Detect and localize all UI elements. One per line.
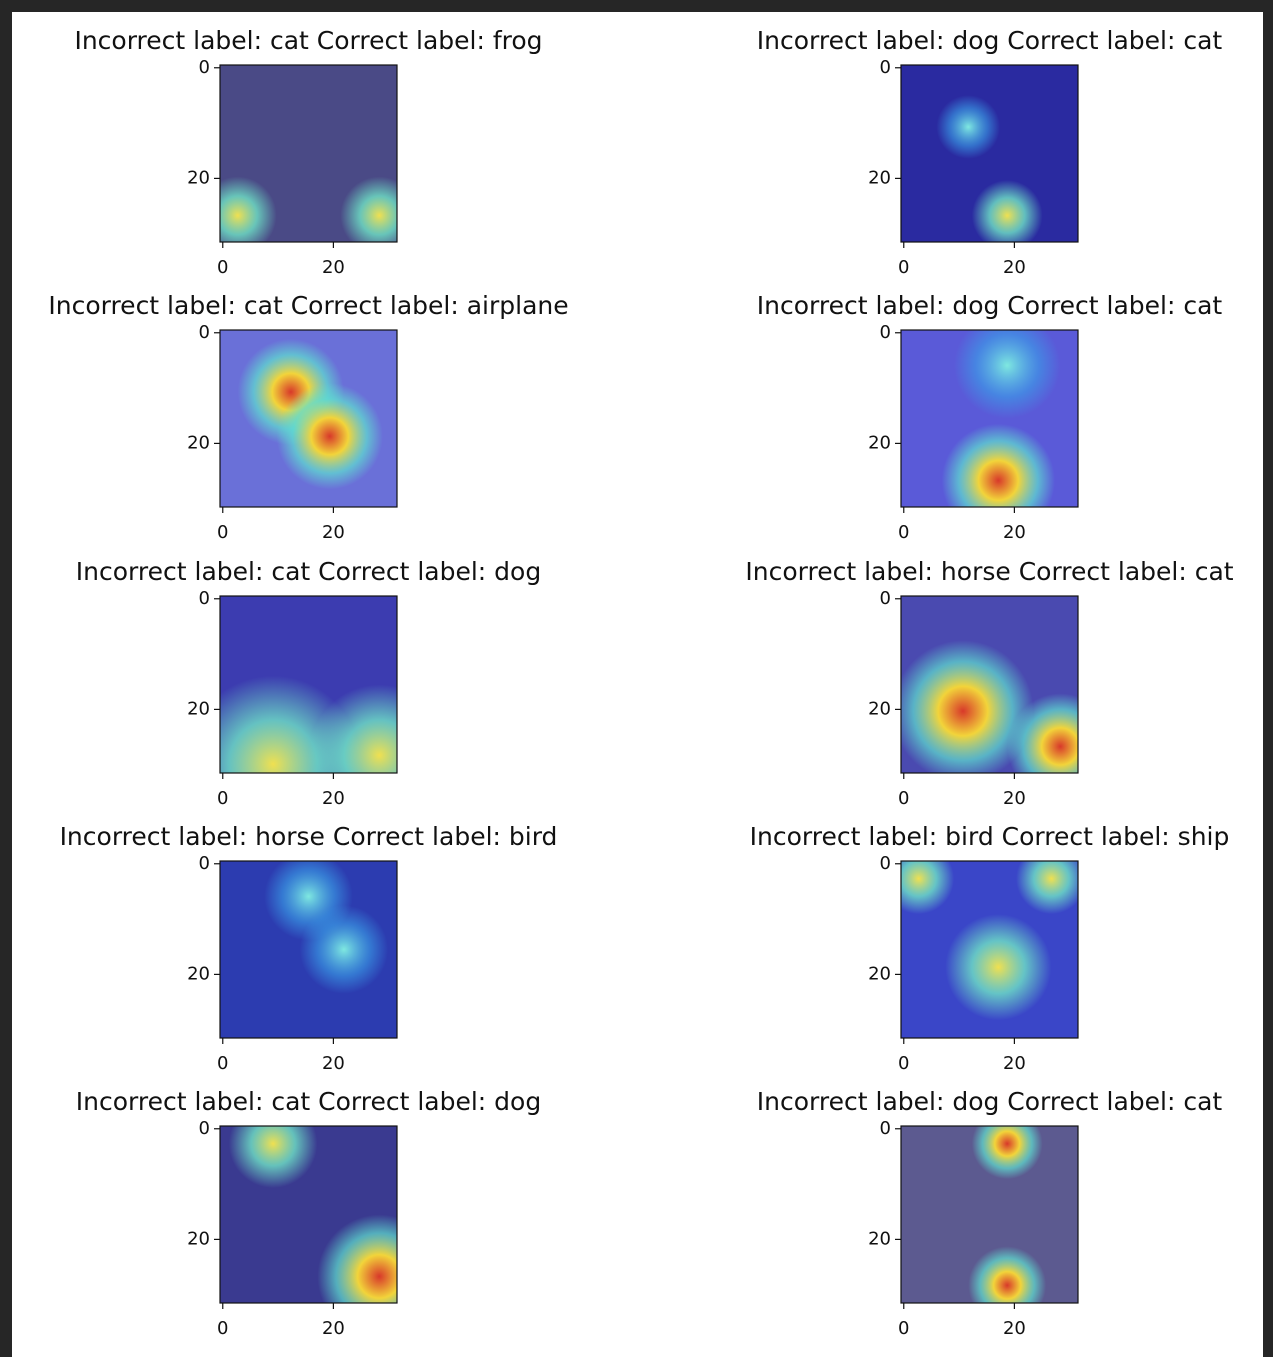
y-tick-label: 0 [199,588,210,609]
heat-blob [968,1246,1047,1303]
y-tick-label: 20 [187,1228,210,1249]
panel-title: Incorrect label: cat Correct label: airp… [48,291,568,320]
heat-blob [901,861,955,915]
x-tick-label: 20 [1003,1318,1026,1339]
panel-title: Incorrect label: dog Correct label: cat [757,26,1223,55]
y-tick-label: 20 [187,963,210,984]
image-frame [900,595,1079,774]
heat-blob [901,640,1034,773]
heat-blob [340,176,397,242]
y-tick-label: 20 [868,698,891,719]
image-frame [219,595,398,774]
heatmap-image [220,596,397,773]
heatmap-image [220,330,397,507]
image-frame [219,860,398,1039]
heatmap-image [901,596,1078,773]
heat-blob [228,1126,318,1188]
x-tick-label: 0 [898,257,909,278]
heatmap-image [901,861,1078,1038]
x-tick-label: 20 [1003,788,1026,809]
image-frame [219,64,398,243]
heat-blob [299,905,389,994]
panel-title: Incorrect label: horse Correct label: bi… [60,822,558,851]
x-tick-label: 0 [217,522,228,543]
x-tick-label: 20 [322,257,345,278]
x-tick-label: 20 [1003,1053,1026,1074]
image-frame [219,329,398,508]
image-frame [900,329,1079,508]
heat-blob [954,330,1061,419]
y-tick-label: 0 [880,1118,891,1139]
x-tick-label: 0 [217,257,228,278]
heat-blob [971,180,1043,242]
y-tick-label: 20 [187,167,210,188]
y-tick-label: 20 [868,167,891,188]
image-frame [900,64,1079,243]
x-tick-label: 0 [898,522,909,543]
x-tick-label: 0 [217,1318,228,1339]
heat-blob [971,1126,1043,1180]
x-tick-label: 20 [322,1318,345,1339]
y-tick-label: 0 [880,853,891,874]
y-tick-label: 20 [868,432,891,453]
y-tick-label: 0 [199,57,210,78]
heat-blob [317,1214,397,1303]
heat-blob [276,383,383,490]
heat-blob [941,423,1055,507]
heat-blob [220,176,277,242]
image-frame [900,1125,1079,1304]
x-tick-label: 0 [898,1318,909,1339]
heatmap-image [220,861,397,1038]
heat-blob [945,914,1052,1021]
panel-title: Incorrect label: dog Correct label: cat [757,1087,1223,1116]
x-tick-label: 20 [322,522,345,543]
heat-blob [1007,693,1078,773]
y-tick-label: 20 [187,698,210,719]
x-tick-label: 20 [322,1053,345,1074]
y-tick-label: 0 [880,322,891,343]
heat-blob [936,95,1001,159]
heatmap-image [220,65,397,242]
y-tick-label: 0 [199,853,210,874]
heatmap-image [901,65,1078,242]
y-tick-label: 0 [880,57,891,78]
x-tick-label: 20 [1003,522,1026,543]
x-tick-label: 0 [217,1053,228,1074]
y-tick-label: 0 [199,322,210,343]
y-tick-label: 20 [868,963,891,984]
x-tick-label: 0 [217,788,228,809]
panel-title: Incorrect label: cat Correct label: dog [76,557,541,586]
x-tick-label: 0 [898,788,909,809]
x-tick-label: 20 [1003,257,1026,278]
y-tick-label: 20 [868,1228,891,1249]
x-tick-label: 20 [322,788,345,809]
panel-title: Incorrect label: cat Correct label: dog [76,1087,541,1116]
heatmap-image [901,330,1078,507]
x-tick-label: 0 [898,1053,909,1074]
heat-blob [308,684,397,773]
heatmap-image [901,1126,1078,1303]
panel-title: Incorrect label: dog Correct label: cat [757,291,1223,320]
image-frame [900,860,1079,1039]
image-frame [219,1125,398,1304]
y-tick-label: 0 [880,588,891,609]
panel-title: Incorrect label: horse Correct label: ca… [745,557,1233,586]
panel-title: Incorrect label: bird Correct label: shi… [750,822,1230,851]
heatmap-image [220,1126,397,1303]
y-tick-label: 0 [199,1118,210,1139]
panel-title: Incorrect label: cat Correct label: frog [74,26,542,55]
y-tick-label: 20 [187,432,210,453]
heat-blob [1016,861,1078,915]
